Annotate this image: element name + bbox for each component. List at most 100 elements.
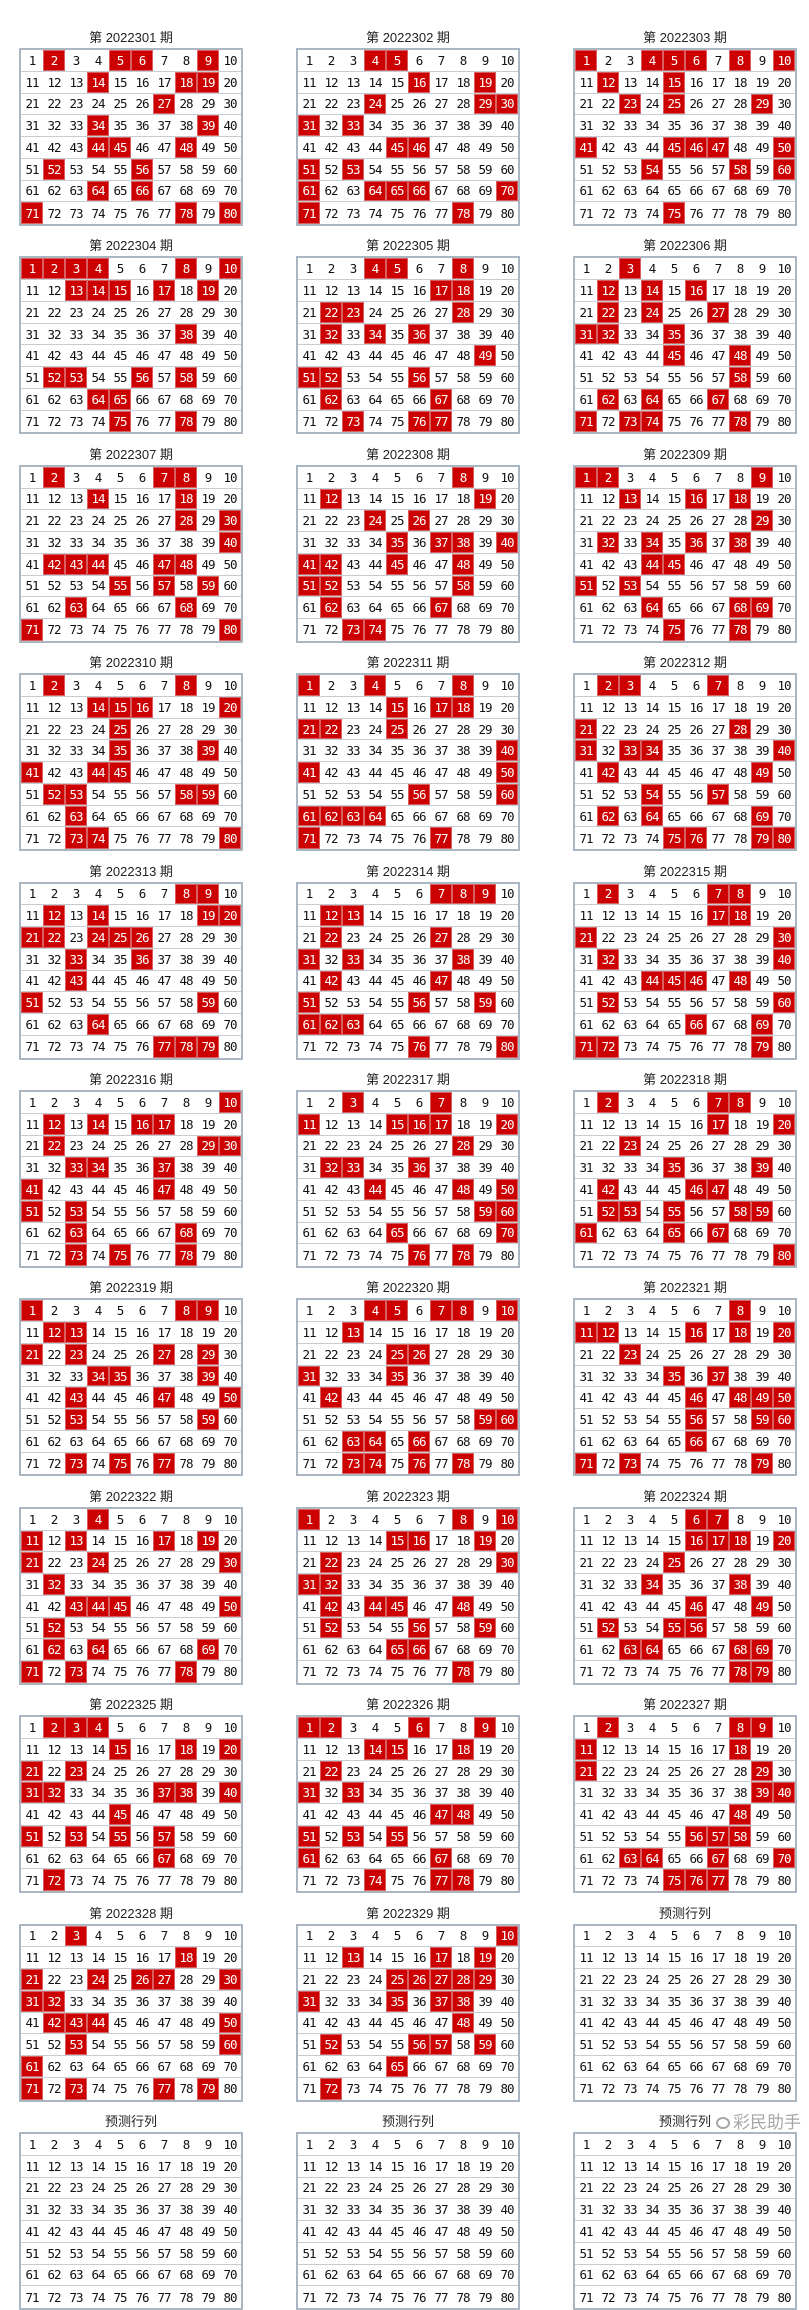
number-cell-drawn: 60: [219, 2034, 241, 2057]
number-cell: 26: [685, 302, 707, 324]
number-cell-drawn: 4: [364, 50, 386, 72]
number-cell: 15: [109, 905, 131, 928]
number-cell-drawn: 59: [474, 1617, 496, 1640]
number-cell: 8: [452, 50, 474, 72]
number-cell: 41: [575, 762, 597, 784]
number-cell: 72: [47, 1039, 61, 1055]
number-cell-drawn: 53: [65, 1825, 87, 1848]
number-grid: 1 2 3 4 5 6 7 8 9 10 11 12 13 14 15 16 17 18 19 20 21 22 23 24 2…: [296, 256, 520, 435]
number-cell: 25: [663, 510, 685, 533]
number-cell: 33: [619, 1366, 641, 1388]
number-cell: 33: [619, 1157, 641, 1179]
number-cell: 14: [364, 1322, 386, 1344]
number-cell-drawn: 1: [575, 50, 597, 72]
number-cell: 31: [21, 324, 43, 346]
number-cell-drawn: 16: [685, 1322, 707, 1344]
number-cell-drawn: 57: [430, 2034, 452, 2057]
number-cell-drawn: 71: [298, 202, 320, 224]
number-cell: 58: [452, 367, 474, 389]
number-cell-drawn: 50: [496, 1179, 518, 1201]
number-cell-drawn: 63: [65, 805, 87, 828]
number-cell: 46: [685, 2013, 707, 2035]
number-cell: 1: [575, 1300, 597, 1323]
number-cell: 10: [773, 884, 795, 906]
number-cell: 72: [324, 622, 338, 638]
number-cell: 54: [87, 159, 109, 181]
number-cell: 52: [43, 992, 65, 1015]
number-cell: 28: [452, 510, 474, 533]
number-cell: 27: [430, 302, 452, 324]
number-cell: 57: [430, 1826, 452, 1848]
number-cell: 2: [597, 1300, 619, 1323]
number-cell: 12: [43, 2156, 65, 2178]
number-cell: 66: [685, 1639, 707, 1662]
number-cell: 65: [386, 597, 408, 620]
number-cell: 44: [364, 137, 386, 159]
number-cell: 23: [342, 94, 364, 116]
number-grid: 1 2 3 4 5 6 7 8 9 10 11 12 13 14 15 16 17 18 19 20 21 22 23 24 2…: [296, 1090, 520, 1268]
number-cell: 74: [91, 1456, 105, 1472]
number-cell: 56: [685, 1201, 707, 1223]
number-cell: 48: [175, 1179, 197, 1201]
number-cell: 15: [386, 2156, 408, 2178]
number-cell: 68: [175, 1639, 197, 1662]
number-cell: 42: [43, 1387, 65, 1410]
number-cell: 60: [219, 576, 241, 598]
number-cell: 66: [685, 389, 707, 411]
number-cell: 65: [386, 806, 408, 828]
number-cell: 10: [496, 258, 518, 281]
number-cell: 39: [751, 1574, 773, 1596]
number-cell: 10: [773, 467, 795, 489]
number-cell: 42: [597, 2221, 619, 2243]
number-cell-drawn: 29: [751, 510, 773, 533]
number-cell: 71: [25, 1039, 39, 1055]
number-cell: 7: [430, 1926, 452, 1948]
number-cell: 52: [320, 159, 342, 181]
number-cell: 34: [87, 740, 109, 763]
number-cell: 41: [575, 1804, 597, 1826]
number-cell: 15: [386, 905, 408, 928]
number-cell: 65: [663, 2056, 685, 2078]
number-cell: 7: [430, 675, 452, 697]
number-cell: 12: [597, 1739, 619, 1761]
number-cell: 6: [408, 1092, 430, 1114]
number-cell: 57: [153, 1409, 175, 1431]
number-cell: 77: [157, 205, 171, 221]
number-cell: 78: [733, 1247, 747, 1263]
number-cell: 52: [597, 1409, 619, 1431]
number-cell-drawn: 58: [729, 367, 751, 389]
number-cell-drawn: 51: [298, 1825, 320, 1848]
number-cell-drawn: 30: [773, 927, 795, 949]
number-cell: 25: [109, 302, 131, 324]
number-cell: 76: [135, 622, 149, 638]
number-cell-drawn: 69: [751, 805, 773, 828]
number-cell: 64: [87, 806, 109, 828]
number-cell: 3: [619, 50, 641, 72]
number-cell: 35: [663, 740, 685, 763]
number-cell-drawn: 64: [364, 805, 386, 828]
number-cell: 75: [390, 414, 404, 430]
number-cell-drawn: 78: [452, 1661, 474, 1683]
number-cell: 21: [575, 2178, 597, 2200]
number-cell: 56: [131, 1201, 153, 1223]
number-cell: 76: [689, 622, 703, 638]
number-cell-drawn: 44: [87, 1595, 109, 1618]
number-cell: 61: [298, 597, 320, 620]
number-cell-drawn: 60: [496, 783, 518, 806]
number-cell-drawn: 11: [21, 1530, 43, 1553]
number-cell: 11: [21, 1114, 43, 1136]
number-cell-drawn: 47: [153, 1179, 175, 1201]
number-cell: 19: [474, 1114, 496, 1136]
number-cell: 19: [197, 489, 219, 511]
number-cell-drawn: 35: [386, 1990, 408, 2013]
number-cell: 36: [685, 1782, 707, 1805]
number-cell: 27: [707, 1136, 729, 1158]
number-cell: 24: [641, 1761, 663, 1783]
number-cell: 42: [320, 345, 342, 368]
number-cell-drawn: 53: [342, 1825, 364, 1848]
number-cell-drawn: 40: [773, 740, 795, 763]
number-cell: 64: [641, 2265, 663, 2287]
number-cell: 36: [685, 1574, 707, 1596]
number-cell: 5: [109, 467, 131, 489]
number-cell: 13: [342, 697, 364, 719]
